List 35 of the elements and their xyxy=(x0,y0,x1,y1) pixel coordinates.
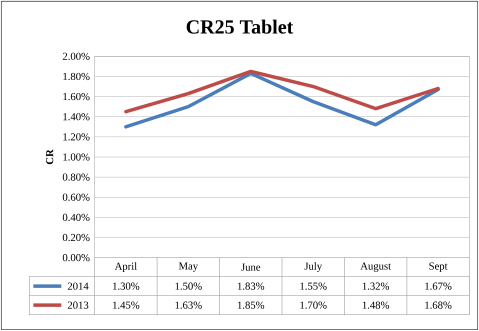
y-tick-label: 0.40% xyxy=(62,214,90,222)
x-tick-label: August xyxy=(360,262,392,272)
data-label: 1.48% xyxy=(362,302,390,309)
y-tick-label: 1.40% xyxy=(63,113,90,120)
chart-title: CR25 Tablet xyxy=(186,20,294,34)
data-label: 1.45% xyxy=(113,302,140,309)
x-tick-label: Sept xyxy=(429,262,448,272)
line-series xyxy=(124,72,440,129)
y-tick-label: 1.60% xyxy=(63,92,90,100)
data-label: 1.30% xyxy=(113,282,140,290)
y-tick-label: 0.80% xyxy=(62,174,90,181)
y-tick-label: 0.00% xyxy=(62,254,90,262)
data-label: 1.55% xyxy=(300,282,327,290)
y-axis-title: CR xyxy=(46,149,54,164)
data-label: 1.85% xyxy=(238,302,264,309)
x-tick-label: July xyxy=(304,262,322,272)
data-label: 1.70% xyxy=(300,302,327,309)
x-tick-label: May xyxy=(178,262,198,272)
data-label: 1.68% xyxy=(425,302,452,309)
x-tick-label: June xyxy=(241,264,260,271)
y-tick-label: 0.60% xyxy=(62,194,90,201)
y-tick-label: 1.20% xyxy=(63,133,90,140)
data-label: 1.67% xyxy=(425,282,452,290)
y-tick-label: 1.00% xyxy=(63,153,90,161)
y-tick-label: 1.80% xyxy=(63,72,90,80)
data-label: 1.50% xyxy=(176,282,202,290)
line-series xyxy=(124,70,440,114)
legend-label: 2014 xyxy=(68,282,89,290)
x-tick-label: April xyxy=(114,262,137,272)
data-label: 1.32% xyxy=(362,282,390,290)
data-label: 1.83% xyxy=(238,282,264,290)
y-tick-label: 0.20% xyxy=(62,234,90,242)
legend-label: 2013 xyxy=(68,302,88,309)
y-tick-label: 2.00% xyxy=(62,52,90,60)
data-label: 1.63% xyxy=(176,302,202,309)
